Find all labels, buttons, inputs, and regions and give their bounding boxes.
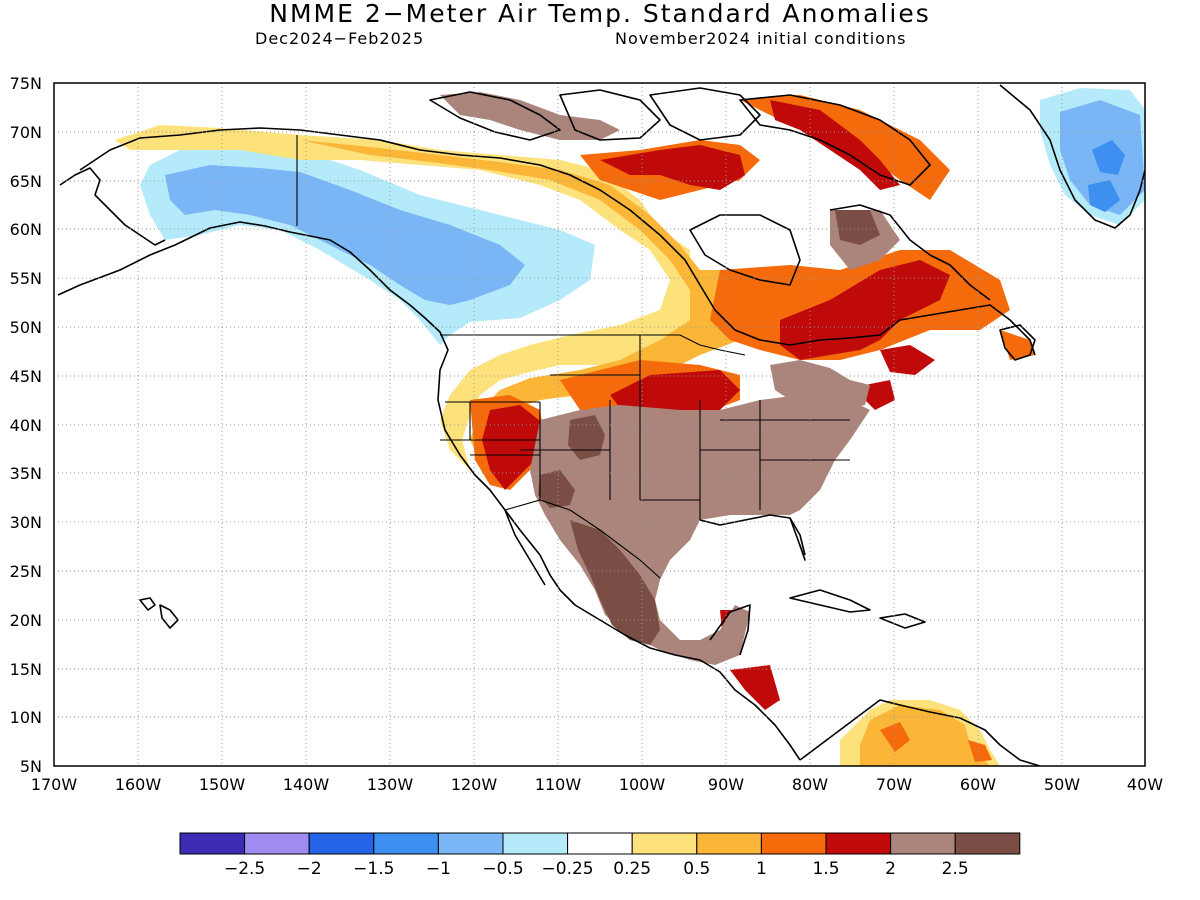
forecast-period: Dec2024−Feb2025: [255, 29, 425, 48]
lon-axis: 170W 160W 150W 140W 130W 120W 110W 100W …: [31, 775, 1163, 794]
legend-swatch: [179, 832, 246, 855]
lon-tick-label: 70W: [876, 775, 912, 794]
anomaly-region-yellow-arctic: [115, 125, 770, 470]
lat-tick-label: 5N: [20, 757, 42, 776]
initial-conditions: November2024 initial conditions: [615, 29, 907, 48]
lon-tick-label: 100W: [619, 775, 666, 794]
lat-tick-label: 30N: [10, 513, 42, 532]
legend-label: −0.25: [542, 859, 594, 879]
lat-tick-label: 35N: [10, 464, 42, 483]
legend-label: −2.5: [224, 859, 265, 879]
lat-tick-label: 75N: [10, 74, 42, 93]
lon-tick-label: 40W: [1127, 775, 1163, 794]
legend-label: 2: [885, 859, 896, 879]
legend-swatch: [890, 832, 956, 855]
legend-swatch: [308, 832, 375, 855]
lat-tick-label: 70N: [10, 123, 42, 142]
lon-tick-label: 170W: [31, 775, 78, 794]
legend-swatch: [760, 832, 827, 855]
lat-tick-label: 50N: [10, 318, 42, 337]
lat-tick-label: 40N: [10, 416, 42, 435]
legend-label: 1: [756, 859, 767, 879]
lon-tick-label: 140W: [283, 775, 330, 794]
anomaly-region-darkred-ne: [482, 100, 950, 710]
legend-label: −0.5: [482, 859, 523, 879]
lon-tick-label: 50W: [1044, 775, 1080, 794]
lon-tick-label: 110W: [535, 775, 582, 794]
legend-swatch: [244, 832, 310, 855]
lat-tick-label: 20N: [10, 611, 42, 630]
anomaly-region-darkorange-ne: [470, 95, 1035, 490]
anomaly-region-blue-nw: [165, 165, 525, 305]
lat-tick-label: 60N: [10, 220, 42, 239]
lon-tick-label: 90W: [708, 775, 744, 794]
lon-tick-label: 80W: [792, 775, 828, 794]
legend-label: 2.5: [942, 859, 969, 879]
legend-swatch: [631, 832, 698, 855]
lat-tick-label: 15N: [10, 660, 42, 679]
legend-label: 1.5: [812, 859, 839, 879]
plot-frame: [53, 82, 1146, 767]
lat-axis: 5N 10N 15N 20N 25N 30N 35N 40N 45N 50N 5…: [10, 74, 42, 776]
legend-swatch: [696, 832, 762, 855]
color-legend: −2.5 −2 −1.5 −1 −0.5 −0.25 0.25 0.5 1 1.…: [179, 832, 1021, 879]
lon-tick-label: 160W: [115, 775, 162, 794]
chart-title: NMME 2−Meter Air Temp. Standard Anomalie…: [269, 0, 931, 28]
lon-tick-label: 130W: [367, 775, 414, 794]
lat-tick-label: 25N: [10, 562, 42, 581]
legend-label: 0.5: [683, 859, 710, 879]
anomaly-region-darkblue-greenland: [1088, 140, 1125, 212]
anomaly-region-darkorange-sa: [880, 722, 992, 762]
lon-tick-label: 60W: [960, 775, 996, 794]
legend-label: 0.25: [613, 859, 651, 879]
lat-tick-label: 65N: [10, 172, 42, 191]
legend-swatch: [373, 832, 439, 855]
anomaly-region-orange-arctic: [300, 140, 790, 460]
legend-label: −2: [297, 859, 322, 879]
legend-label: −1: [426, 859, 451, 879]
legend-swatch: [825, 832, 892, 855]
legend-swatch: [567, 832, 633, 855]
legend-swatch: [437, 832, 504, 855]
lon-tick-label: 120W: [451, 775, 498, 794]
lat-tick-label: 10N: [10, 708, 42, 727]
lon-tick-label: 150W: [199, 775, 246, 794]
anomaly-shading: [115, 88, 1145, 766]
legend-swatch: [502, 832, 569, 855]
lat-tick-label: 45N: [10, 367, 42, 386]
legend-label: −1.5: [353, 859, 394, 879]
legend-swatch: [954, 832, 1021, 855]
coastlines: [57, 84, 1145, 766]
anomaly-region-orange-sa: [860, 705, 990, 766]
lat-tick-label: 55N: [10, 269, 42, 288]
